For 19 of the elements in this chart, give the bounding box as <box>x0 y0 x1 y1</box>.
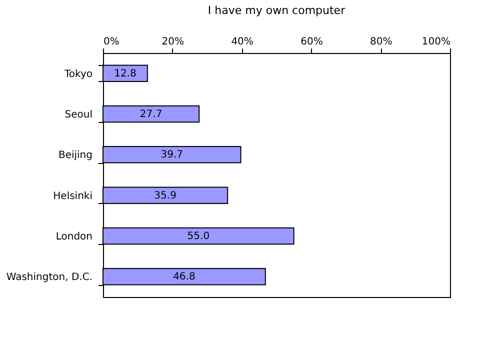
chart-title: I have my own computer <box>208 4 346 17</box>
y-tick-label: Helsinki <box>53 190 92 202</box>
y-tick-label: Tokyo <box>64 68 92 80</box>
x-tick-label: 0% <box>104 36 120 48</box>
y-tick-label: Beijing <box>58 150 92 162</box>
data-label: 39.7 <box>160 150 184 161</box>
y-tick-label: Seoul <box>64 110 92 120</box>
data-label: 35.9 <box>154 190 176 202</box>
x-tick-label: 80% <box>370 36 392 48</box>
data-label: 46.8 <box>173 272 196 283</box>
y-tick-label: Washington, D.C. <box>6 272 92 284</box>
data-label: 27.7 <box>140 109 162 120</box>
x-tick-label: 100% <box>422 36 450 48</box>
x-tick-label: 60% <box>300 36 323 48</box>
x-tick-label: 40% <box>231 36 254 48</box>
data-label: 55.0 <box>187 231 210 242</box>
x-tick-label: 20% <box>162 36 184 48</box>
y-tick-label: London <box>56 232 92 242</box>
data-label: 12.8 <box>114 68 136 80</box>
